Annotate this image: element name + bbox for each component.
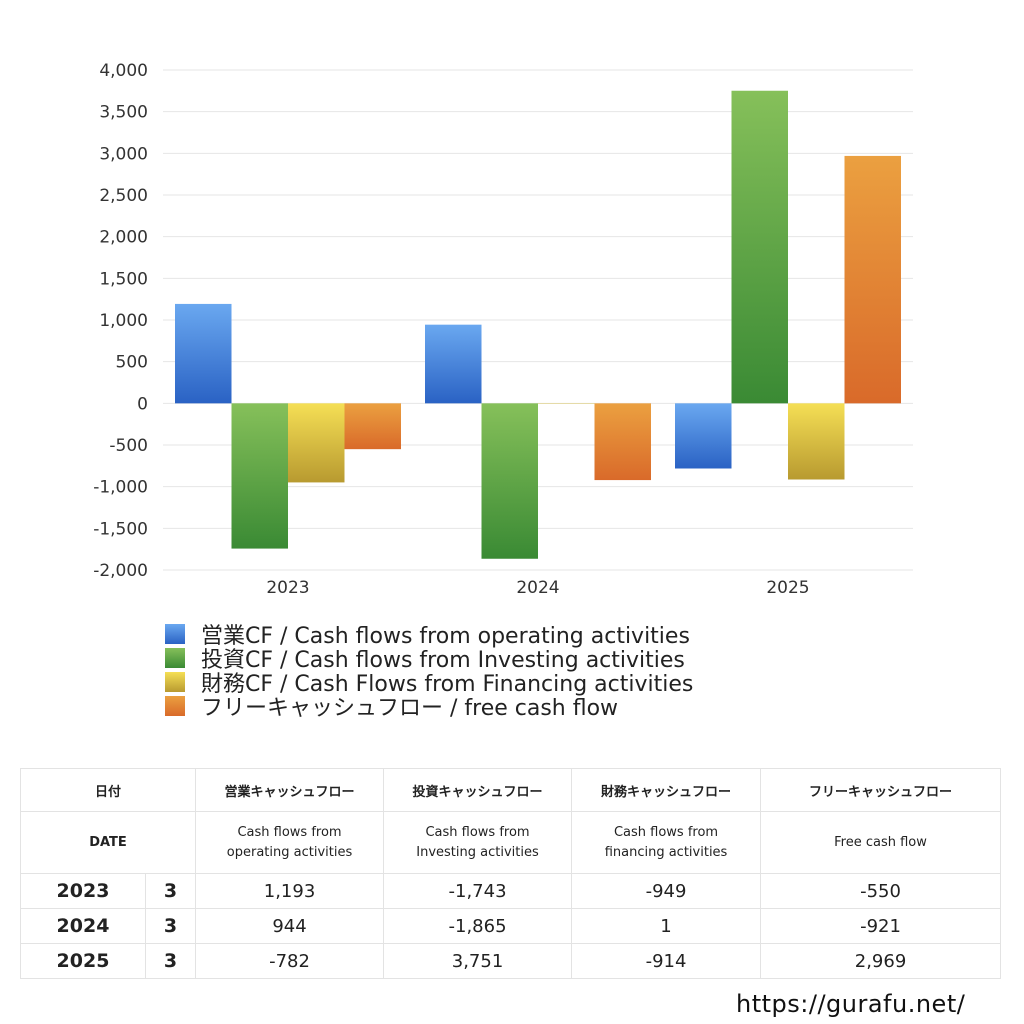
y-tick-label: 3,000 xyxy=(99,144,148,164)
site-url[interactable]: https://gurafu.net/ xyxy=(736,990,966,1018)
legend-label-operating: 営業CF / Cash flows from operating activit… xyxy=(201,624,690,649)
row-investing: 3,751 xyxy=(383,943,573,979)
row-financing: -949 xyxy=(571,873,762,909)
table-row: 2024 3 944 -1,865 1 -921 xyxy=(20,908,1002,944)
legend-item-financing: 財務CF / Cash Flows from Financing activit… xyxy=(165,670,865,697)
bar-investing-2024 xyxy=(481,403,538,559)
table-row: 2025 3 -782 3,751 -914 2,969 xyxy=(20,943,1002,979)
row-month: 3 xyxy=(144,873,197,909)
legend-swatch-free xyxy=(165,696,185,716)
legend-item-investing: 投資CF / Cash flows from Investing activit… xyxy=(165,646,865,673)
row-operating: -782 xyxy=(195,943,385,979)
row-operating: 944 xyxy=(195,908,385,944)
header-free-en: Free cash flow xyxy=(760,811,1002,874)
x-tick-label: 2023 xyxy=(266,578,309,598)
row-investing: -1,865 xyxy=(383,908,573,944)
y-tick-label: 4,000 xyxy=(99,61,148,81)
row-financing: 1 xyxy=(571,908,762,944)
chart-legend: 営業CF / Cash flows from operating activit… xyxy=(165,622,865,721)
y-tick-label: 2,000 xyxy=(99,228,148,248)
y-tick-label: -1,000 xyxy=(93,478,148,498)
y-tick-label: 3,500 xyxy=(99,103,148,123)
row-free: -550 xyxy=(760,873,1002,909)
cash-flow-table: 日付 営業キャッシュフロー 投資キャッシュフロー 財務キャッシュフロー フリーキ… xyxy=(19,768,1002,979)
row-free: -921 xyxy=(760,908,1002,944)
row-investing: -1,743 xyxy=(383,873,573,909)
header-date-jp: 日付 xyxy=(19,768,197,812)
y-tick-label: -500 xyxy=(109,436,148,456)
row-free: 2,969 xyxy=(760,943,1002,979)
legend-label-free: フリーキャッシュフロー / free cash flow xyxy=(201,696,619,721)
bar-operating-2023 xyxy=(175,303,232,404)
y-tick-label: -1,500 xyxy=(93,519,148,539)
bar-free-2023 xyxy=(344,403,401,450)
row-month: 3 xyxy=(144,943,197,979)
x-tick-label: 2024 xyxy=(516,578,559,598)
row-operating: 1,193 xyxy=(195,873,385,909)
row-financing: -914 xyxy=(571,943,762,979)
bar-free-2024 xyxy=(594,403,651,481)
table-row: 2023 3 1,193 -1,743 -949 -550 xyxy=(20,873,1002,909)
table-header-en: DATE Cash flows from operating activities… xyxy=(19,811,1002,874)
y-tick-label: 1,500 xyxy=(99,269,148,289)
legend-swatch-investing xyxy=(165,648,185,668)
bar-operating-2024 xyxy=(425,324,482,404)
header-date-en: DATE xyxy=(19,811,197,874)
row-year: 2023 xyxy=(20,873,146,909)
row-month: 3 xyxy=(144,908,197,944)
header-operating-jp: 営業キャッシュフロー xyxy=(195,768,385,812)
header-operating-en: Cash flows from operating activities xyxy=(195,811,385,874)
bar-operating-2025 xyxy=(675,403,732,469)
y-tick-label: 1,000 xyxy=(99,311,148,331)
y-tick-label: 500 xyxy=(116,353,148,373)
legend-swatch-operating xyxy=(165,624,185,644)
legend-item-free: フリーキャッシュフロー / free cash flow xyxy=(165,694,865,721)
bar-free-2025 xyxy=(844,155,901,404)
y-tick-label: 0 xyxy=(137,394,148,414)
bar-financing-2025 xyxy=(788,403,845,480)
bar-financing-2023 xyxy=(288,403,345,483)
y-tick-label: -2,000 xyxy=(93,561,148,581)
x-tick-label: 2025 xyxy=(766,578,809,598)
legend-label-investing: 投資CF / Cash flows from Investing activit… xyxy=(201,648,685,673)
row-year: 2025 xyxy=(20,943,146,979)
header-investing-jp: 投資キャッシュフロー xyxy=(383,768,573,812)
cash-flow-bar-chart: 4,000 3,500 3,000 2,500 2,000 1,500 1,000 500 0 -… xyxy=(93,61,913,598)
header-financing-jp: 財務キャッシュフロー xyxy=(571,768,762,812)
header-financing-en: Cash flows from financing activities xyxy=(571,811,762,874)
legend-label-financing: 財務CF / Cash Flows from Financing activit… xyxy=(201,672,694,697)
bar-investing-2025 xyxy=(731,90,788,404)
table-header-jp: 日付 営業キャッシュフロー 投資キャッシュフロー 財務キャッシュフロー フリーキ… xyxy=(19,768,1002,812)
header-free-jp: フリーキャッシュフロー xyxy=(760,768,1002,812)
header-investing-en: Cash flows from Investing activities xyxy=(383,811,573,874)
legend-item-operating: 営業CF / Cash flows from operating activit… xyxy=(165,622,865,649)
y-tick-label: 2,500 xyxy=(99,186,148,206)
row-year: 2024 xyxy=(20,908,146,944)
bar-investing-2023 xyxy=(231,403,288,549)
legend-swatch-financing xyxy=(165,672,185,692)
